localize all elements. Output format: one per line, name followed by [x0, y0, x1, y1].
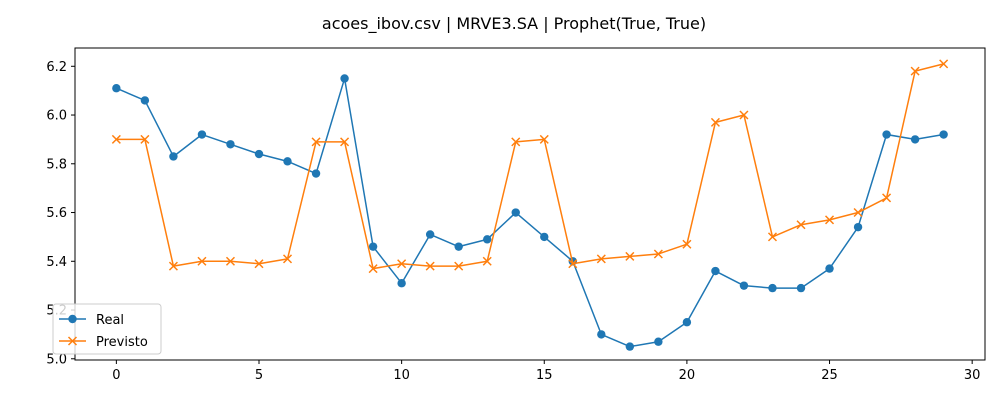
data-point-real	[597, 330, 606, 339]
x-tick-label: 20	[679, 368, 696, 383]
data-point-previsto	[140, 134, 150, 144]
data-point-previsto	[454, 261, 464, 271]
data-point-previsto	[853, 208, 863, 218]
x-tick-label: 15	[536, 368, 553, 383]
series-layer	[111, 59, 949, 351]
data-point-previsto	[340, 137, 350, 147]
data-point-previsto	[168, 261, 178, 271]
data-point-real	[939, 130, 948, 139]
legend-label-previsto: Previsto	[96, 335, 148, 350]
data-point-previsto	[111, 134, 121, 144]
data-point-real	[511, 208, 520, 217]
x-tick-label: 25	[821, 368, 838, 383]
data-point-previsto	[397, 259, 407, 269]
y-tick-label: 5.0	[46, 352, 67, 367]
legend-previsto-marker	[67, 336, 78, 346]
data-point-real	[425, 230, 435, 239]
data-point-real	[796, 283, 806, 293]
data-point-real	[311, 169, 321, 178]
data-point-real	[654, 337, 663, 346]
y-tick-label: 5.4	[46, 255, 67, 270]
data-point-real	[454, 242, 463, 251]
data-point-real	[140, 96, 150, 105]
data-point-previsto	[225, 256, 236, 266]
data-point-previsto	[511, 137, 521, 147]
data-point-previsto	[653, 249, 663, 259]
data-point-previsto	[910, 66, 920, 76]
x-tick-label: 10	[393, 368, 410, 383]
x-axis: 0 5 10 15 20 25 30	[112, 360, 980, 383]
data-point-previsto	[482, 256, 492, 266]
data-point-real	[197, 130, 207, 139]
data-point-real	[169, 152, 178, 161]
data-point-previsto	[796, 220, 806, 230]
plot-area-frame	[74, 47, 986, 361]
data-point-previsto	[311, 137, 321, 147]
data-point-previsto	[197, 256, 207, 266]
data-point-previsto	[739, 110, 749, 120]
data-point-real	[368, 242, 378, 251]
data-point-real	[682, 318, 692, 327]
data-point-previsto	[625, 251, 635, 261]
series-line-previsto	[116, 63, 944, 270]
data-point-previsto	[368, 264, 378, 274]
data-point-previsto	[767, 232, 778, 242]
y-axis: 5.05.25.45.65.86.06.2	[46, 60, 75, 367]
y-tick-label: 6.2	[46, 60, 67, 75]
data-point-real	[226, 140, 235, 149]
data-point-real	[768, 283, 777, 293]
data-point-real	[112, 84, 121, 93]
data-point-real	[825, 264, 834, 273]
chart-title: acoes_ibov.csv | MRVE3.SA | Prophet(True…	[322, 14, 706, 34]
data-point-real	[397, 279, 406, 288]
data-point-real	[882, 130, 891, 139]
legend-real-marker	[68, 314, 77, 324]
data-point-previsto	[682, 239, 692, 249]
data-point-previsto	[282, 254, 293, 264]
data-point-previsto	[824, 215, 835, 225]
data-point-real	[483, 235, 492, 244]
data-point-previsto	[539, 134, 549, 144]
data-point-real	[711, 266, 720, 276]
data-point-previsto	[710, 117, 720, 127]
data-point-real	[739, 281, 749, 290]
data-point-previsto	[882, 193, 892, 203]
data-point-previsto	[596, 254, 606, 264]
legend: Real Previsto	[52, 303, 162, 355]
data-point-real	[340, 74, 349, 83]
data-point-real	[254, 149, 264, 159]
legend-label-real: Real	[96, 313, 124, 328]
data-point-previsto	[939, 59, 949, 69]
data-point-previsto	[425, 261, 435, 271]
data-point-real	[283, 157, 292, 166]
data-point-real	[540, 232, 549, 242]
y-tick-label: 6.0	[46, 109, 67, 124]
y-tick-label: 5.8	[46, 157, 67, 172]
data-point-real	[910, 135, 920, 144]
data-point-previsto	[254, 259, 264, 269]
y-tick-label: 5.6	[46, 206, 67, 221]
data-point-real	[853, 222, 863, 232]
x-tick-label: 30	[964, 368, 981, 383]
x-tick-label: 0	[112, 368, 120, 383]
series-line-real	[116, 77, 944, 348]
x-tick-label: 5	[255, 368, 263, 383]
data-point-previsto	[568, 259, 578, 269]
data-point-real	[625, 342, 635, 351]
